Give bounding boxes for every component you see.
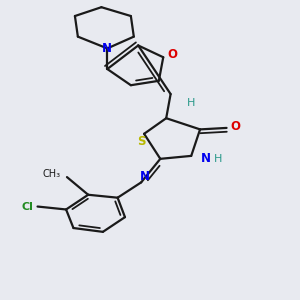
Text: Cl: Cl	[21, 202, 33, 212]
Text: N: N	[201, 152, 211, 165]
Text: H: H	[187, 98, 195, 109]
Text: H: H	[214, 154, 222, 164]
Text: N: N	[140, 170, 150, 183]
Text: O: O	[230, 120, 240, 133]
Text: CH₃: CH₃	[43, 169, 61, 179]
Text: S: S	[137, 135, 146, 148]
Text: O: O	[167, 48, 177, 61]
Text: N: N	[102, 42, 112, 55]
